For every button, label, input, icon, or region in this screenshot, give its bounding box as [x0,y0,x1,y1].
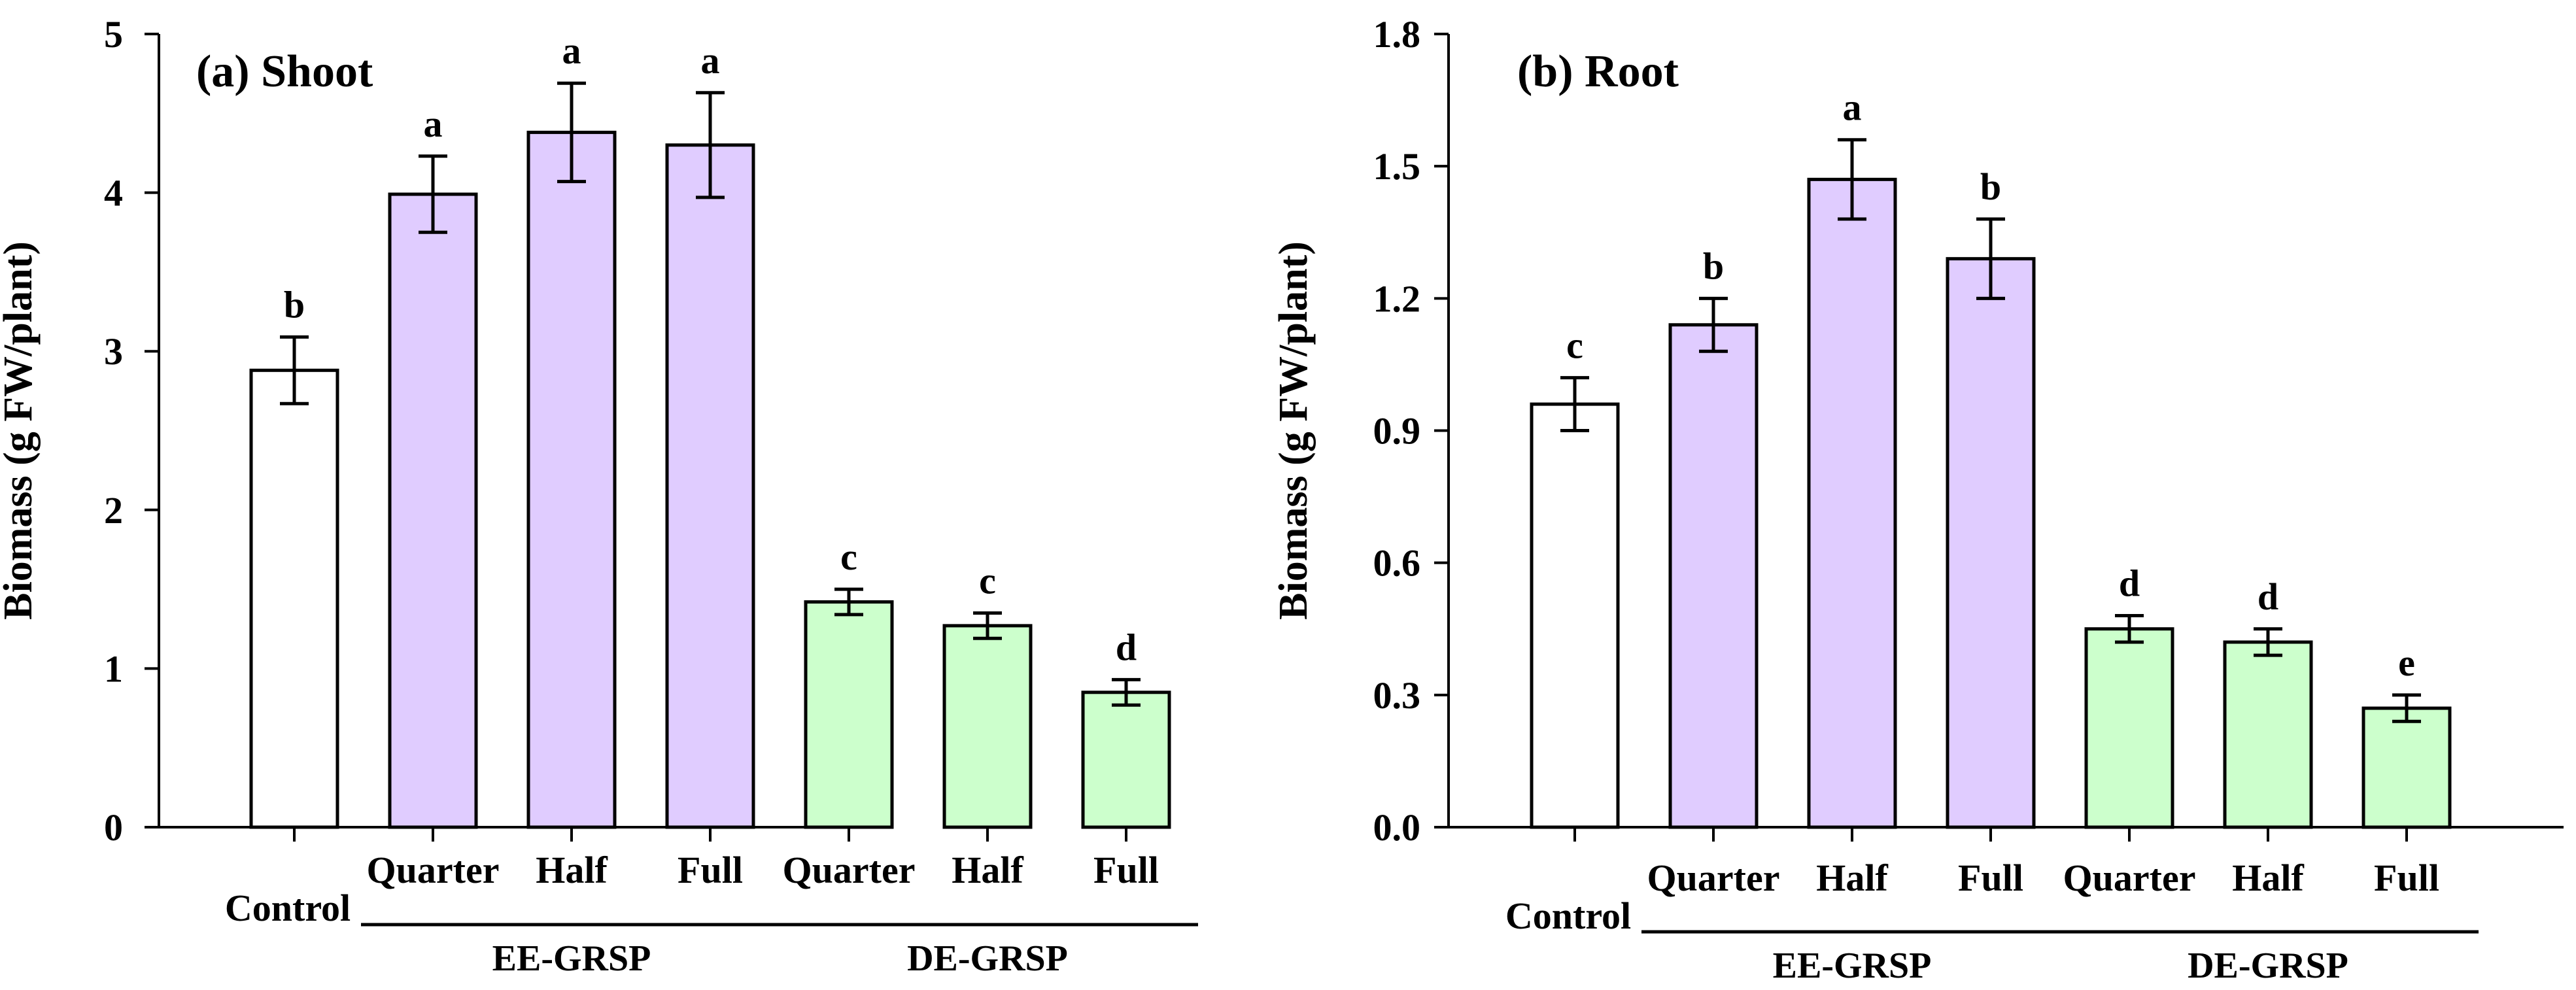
category-label: Quarter [1647,857,1780,899]
category-label: Full [678,849,743,891]
y-axis-label: Biomass (g FW/plant) [0,241,41,620]
group-label: DE-GRSP [2188,946,2348,986]
panel-title: (b) Root [1517,46,1679,97]
category-label: Half [2232,857,2304,899]
significance-letter: e [2398,641,2415,684]
significance-letter: a [1843,86,1862,129]
category-label: Full [2374,857,2439,899]
category-label: Control [225,887,351,929]
bar [2084,627,2174,829]
y-tick-label: 5 [104,13,123,56]
significance-letter: d [2258,575,2278,618]
bar [1530,402,1620,829]
significance-letter: c [979,559,996,602]
bar [388,192,478,829]
significance-letter: a [424,103,443,145]
bar [1946,257,2036,829]
group-label: EE-GRSP [1773,946,1932,986]
significance-letter: c [840,536,857,578]
significance-letter: d [2119,562,2140,605]
significance-letter: a [562,29,581,72]
significance-letter: b [284,283,305,326]
significance-letter: a [701,39,720,82]
category-label: Full [1958,857,2023,899]
y-tick-label: 0.3 [1373,674,1421,717]
shoot-panel: 0 1 2 3 4 5 b a a a c c d Control Quarter Half Full Quart… [0,13,1198,979]
category-label: Half [952,849,1023,891]
category-label: Quarter [783,849,916,891]
category-label: Quarter [367,849,500,891]
root-panel: 0.0 0.3 0.6 0.9 1.2 1.5 1.8 c b a b d d e Control Quart… [1271,13,2564,986]
category-label: Quarter [2063,857,2196,899]
bar [1807,177,1897,829]
bar [2361,706,2452,829]
y-tick-label: 1.2 [1373,277,1421,320]
bar [804,600,894,829]
y-tick-label: 0 [104,806,123,849]
significance-letter: b [1980,165,2001,208]
bar [665,143,755,829]
bar [1081,691,1171,829]
y-tick-label: 4 [104,172,123,214]
significance-letter: c [1566,324,1583,367]
significance-letter: b [1703,245,1724,287]
category-label: Full [1093,849,1159,891]
y-tick-label: 3 [104,330,123,373]
y-tick-label: 0.6 [1373,542,1421,585]
bar [2223,640,2313,829]
bar [526,130,617,829]
significance-letter: d [1116,626,1137,668]
y-tick-label: 1.8 [1373,13,1421,56]
category-label: Control [1505,895,1631,937]
y-tick-label: 1 [104,647,123,690]
category-label: Half [1816,857,1888,899]
bar [1668,323,1759,829]
panel-title: (a) Shoot [196,46,373,97]
y-tick-label: 0.0 [1373,806,1421,849]
group-label: DE-GRSP [907,938,1068,979]
bar [249,368,339,829]
y-tick-label: 2 [104,489,123,532]
y-tick-label: 1.5 [1373,145,1421,188]
group-label: EE-GRSP [492,938,651,979]
y-tick-label: 0.9 [1373,410,1421,452]
category-label: Half [536,849,608,891]
bar [942,624,1033,829]
y-axis-label: Biomass (g FW/plant) [1271,241,1316,620]
